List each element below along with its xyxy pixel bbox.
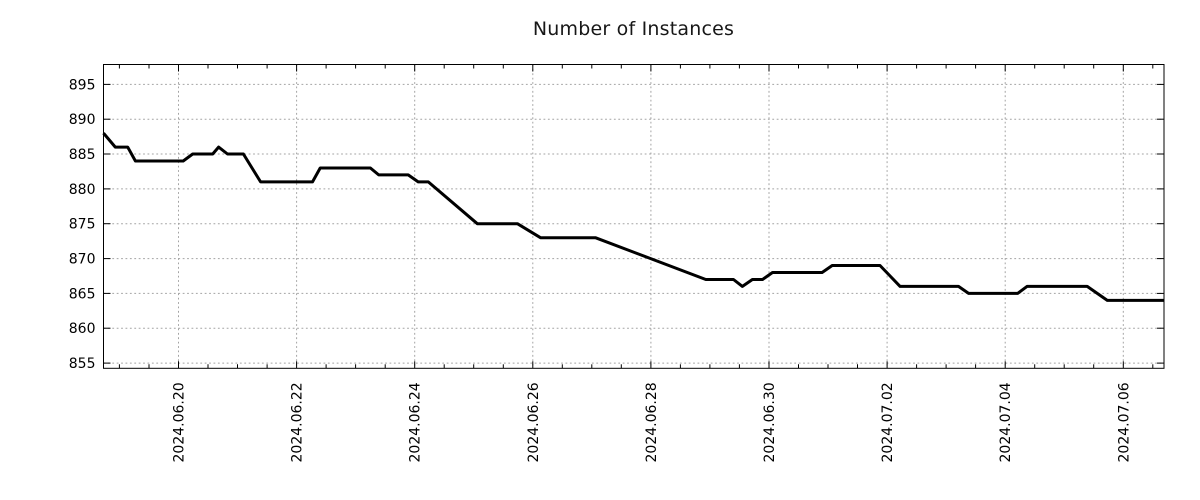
x-tick-label: 2024.07.04	[998, 382, 1014, 462]
y-tick-label: 890	[69, 112, 96, 128]
x-tick-label: 2024.06.30	[762, 382, 778, 462]
x-tick-label: 2024.07.02	[880, 382, 896, 462]
y-tick-label: 880	[69, 182, 96, 198]
chart-title: Number of Instances	[532, 18, 735, 40]
y-tick-label: 885	[69, 147, 96, 163]
plot-border	[103, 64, 1165, 369]
x-tick-label: 2024.06.20	[172, 382, 188, 462]
series-line	[102, 132, 1164, 302]
x-tick-label: 2024.06.24	[408, 382, 424, 462]
x-tick-label: 2024.06.22	[290, 382, 306, 462]
y-tick-label: 865	[69, 286, 96, 302]
x-tick-label: 2024.06.28	[644, 382, 660, 462]
x-tick-label: 2024.07.06	[1116, 382, 1132, 462]
y-tick-label: 875	[69, 217, 96, 233]
y-tick-label: 870	[69, 252, 96, 268]
y-tick-label: 895	[69, 77, 96, 93]
y-tick-label: 855	[69, 356, 96, 372]
y-tick-label: 860	[69, 321, 96, 337]
x-tick-label: 2024.06.26	[526, 382, 542, 462]
